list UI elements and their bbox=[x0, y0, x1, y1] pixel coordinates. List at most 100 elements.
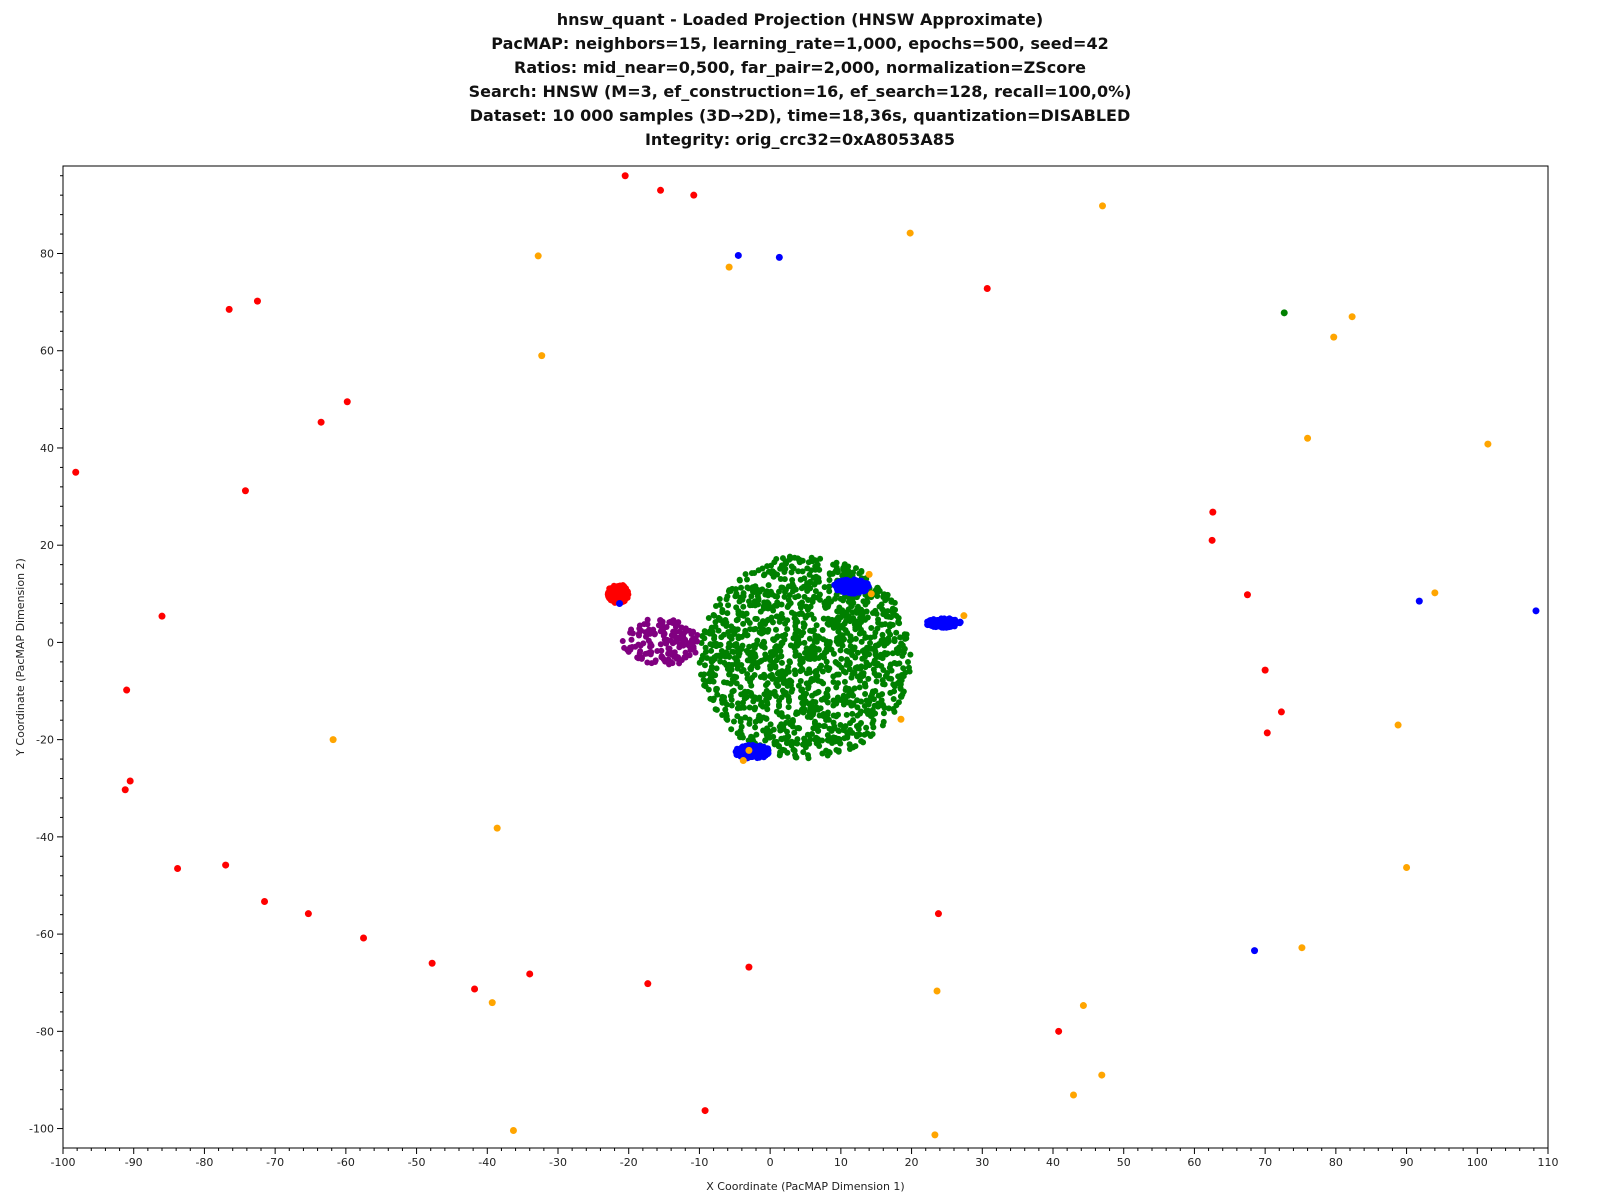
cluster-point bbox=[646, 630, 653, 637]
cluster-point bbox=[777, 565, 784, 572]
cluster-point bbox=[804, 713, 811, 720]
cluster-point bbox=[712, 602, 719, 609]
cluster-point bbox=[858, 698, 865, 705]
cluster-point bbox=[797, 677, 804, 684]
x-tick-label: -70 bbox=[266, 1156, 284, 1169]
cluster-point bbox=[783, 678, 790, 685]
y-tick-label: -40 bbox=[36, 831, 54, 844]
cluster-point bbox=[762, 737, 769, 744]
cluster-point bbox=[830, 712, 837, 719]
cluster-point bbox=[773, 602, 780, 609]
cluster-point bbox=[716, 642, 723, 649]
cluster-point bbox=[781, 568, 788, 575]
cluster-point bbox=[894, 680, 901, 687]
cluster-point bbox=[867, 733, 874, 740]
cluster-point bbox=[763, 696, 770, 703]
cluster-point bbox=[648, 649, 655, 656]
cluster-point bbox=[723, 713, 730, 720]
cluster-point bbox=[854, 649, 861, 656]
cluster-point bbox=[813, 705, 820, 712]
cluster-point bbox=[725, 644, 732, 651]
cluster-point bbox=[824, 732, 831, 739]
cluster-point bbox=[770, 659, 777, 666]
cluster-point bbox=[898, 693, 905, 700]
y-tick-label: 20 bbox=[40, 539, 54, 552]
cluster-point bbox=[743, 576, 750, 583]
cluster-point bbox=[888, 614, 895, 621]
scatter-point bbox=[538, 352, 546, 360]
cluster-point bbox=[791, 611, 798, 618]
cluster-point bbox=[707, 695, 714, 702]
cluster-point bbox=[647, 641, 654, 648]
cluster-point bbox=[740, 603, 747, 610]
cluster-point bbox=[870, 666, 877, 673]
cluster-point bbox=[793, 641, 800, 648]
cluster-point bbox=[834, 694, 841, 701]
cluster-point bbox=[821, 722, 828, 729]
cluster-point bbox=[710, 612, 717, 619]
cluster-point bbox=[751, 569, 758, 576]
cluster-point bbox=[733, 657, 740, 664]
cluster-point bbox=[738, 584, 745, 591]
cluster-point bbox=[858, 619, 865, 626]
cluster-point bbox=[771, 688, 778, 695]
cluster-point bbox=[752, 615, 759, 622]
cluster-point bbox=[870, 724, 877, 731]
cluster-point bbox=[636, 655, 643, 662]
cluster-point bbox=[719, 712, 726, 719]
cluster-point bbox=[799, 700, 806, 707]
cluster-point bbox=[777, 575, 784, 582]
cluster-point bbox=[871, 702, 878, 709]
cluster-point bbox=[812, 563, 819, 570]
cluster-point bbox=[725, 629, 732, 636]
cluster-point bbox=[702, 683, 709, 690]
cluster-point bbox=[801, 693, 808, 700]
scatter-point bbox=[471, 985, 479, 993]
cluster-point bbox=[624, 646, 631, 653]
x-tick-label: 90 bbox=[1400, 1156, 1414, 1169]
cluster-point bbox=[809, 675, 816, 682]
cluster-point bbox=[730, 687, 737, 694]
cluster-point bbox=[740, 590, 747, 597]
cluster-point bbox=[852, 618, 859, 625]
cluster-point bbox=[761, 691, 768, 698]
x-tick-label: 30 bbox=[975, 1156, 989, 1169]
cluster-point bbox=[795, 724, 802, 731]
cluster-point bbox=[784, 738, 791, 745]
cluster-point bbox=[870, 696, 877, 703]
cluster-point bbox=[775, 669, 782, 676]
cluster-point bbox=[765, 582, 772, 589]
cluster-point bbox=[628, 626, 635, 633]
cluster-point bbox=[738, 746, 745, 753]
cluster-point bbox=[852, 635, 859, 642]
cluster-point bbox=[896, 660, 903, 667]
cluster-point bbox=[770, 636, 777, 643]
scatter-point bbox=[745, 963, 753, 971]
scatter-point bbox=[1251, 947, 1259, 955]
cluster-point bbox=[956, 619, 963, 626]
cluster-point bbox=[778, 659, 785, 666]
cluster-point bbox=[879, 631, 886, 638]
scatter-point bbox=[865, 570, 873, 578]
cluster-point bbox=[778, 601, 785, 608]
cluster-point bbox=[845, 648, 852, 655]
cluster-point bbox=[865, 707, 872, 714]
cluster-point bbox=[743, 694, 750, 701]
cluster-point bbox=[712, 618, 719, 625]
cluster-point bbox=[856, 684, 863, 691]
scatter-point bbox=[616, 600, 624, 608]
cluster-point bbox=[825, 621, 832, 628]
cluster-point bbox=[700, 676, 707, 683]
cluster-point bbox=[862, 664, 869, 671]
cluster-point bbox=[823, 646, 830, 653]
cluster-point bbox=[816, 566, 823, 573]
cluster-point bbox=[654, 647, 661, 654]
x-tick-label: 70 bbox=[1258, 1156, 1272, 1169]
cluster-point bbox=[809, 628, 816, 635]
cluster-point bbox=[858, 738, 865, 745]
cluster-point bbox=[759, 586, 766, 593]
cluster-point bbox=[748, 649, 755, 656]
cluster-point bbox=[768, 604, 775, 611]
scatter-point bbox=[360, 934, 368, 942]
cluster-point bbox=[780, 722, 787, 729]
